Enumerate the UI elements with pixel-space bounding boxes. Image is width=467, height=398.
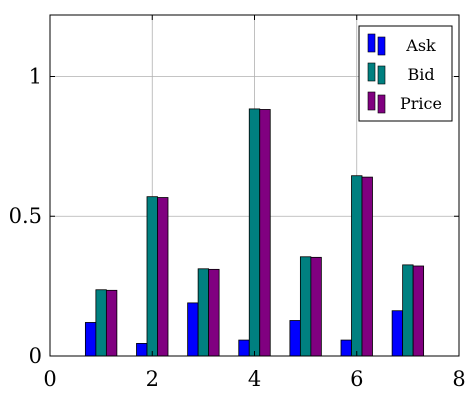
xtick-label: 8: [452, 367, 465, 391]
bar-ask: [136, 343, 148, 357]
axis-ticks: [49, 15, 460, 357]
legend-label-bid: Bid: [407, 65, 434, 84]
ytick-label: 0.5: [9, 204, 42, 228]
bar-bid: [197, 268, 210, 357]
legend-label-ask: Ask: [405, 36, 436, 55]
legend-swatch: [367, 62, 376, 82]
bar-bid: [95, 289, 107, 357]
bar-ask: [391, 310, 404, 357]
tick-labels: 0 0.5 1 0 2 4 6 8: [9, 64, 466, 391]
bar-ask: [289, 320, 301, 357]
legend-swatch: [367, 33, 376, 53]
legend-swatch: [377, 94, 386, 114]
bar-ask: [238, 339, 250, 357]
bar-price: [412, 265, 425, 357]
ytick-label: 0: [29, 344, 42, 368]
bars: [84, 108, 425, 357]
xtick-label: 6: [350, 367, 363, 391]
bar-price: [105, 289, 118, 357]
bar-price: [157, 197, 169, 357]
legend: Ask Bid Price: [358, 25, 453, 122]
bar-bid: [248, 108, 261, 357]
legend-swatch: [377, 36, 386, 56]
bar-bid: [146, 196, 158, 357]
bar-price: [310, 256, 322, 357]
bar-bid: [402, 264, 414, 357]
xtick-label: 0: [43, 367, 56, 391]
ytick-label: 1: [29, 64, 42, 88]
bar-ask: [187, 302, 199, 357]
legend-swatch: [367, 91, 376, 111]
xtick-label: 2: [146, 367, 159, 391]
xtick-label: 4: [248, 367, 261, 391]
bar-bid: [351, 175, 363, 357]
bar-price: [208, 268, 220, 357]
bar-price: [361, 176, 373, 357]
legend-label-price: Price: [400, 94, 442, 113]
legend-swatch: [377, 65, 386, 85]
bar-bid: [299, 256, 312, 357]
bar-ask: [340, 339, 352, 357]
bar-price: [259, 109, 271, 357]
bar-ask: [84, 322, 97, 357]
